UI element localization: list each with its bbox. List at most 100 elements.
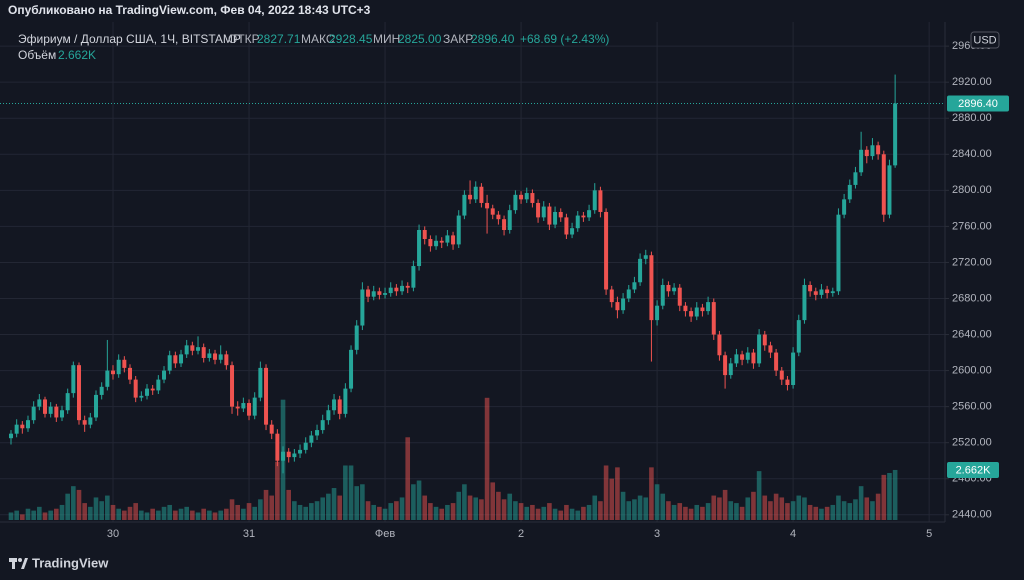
volume-bar [246,503,252,520]
candle-body [43,399,47,414]
candle-body [609,289,614,303]
volume-bar [683,506,688,520]
candle-body [315,430,320,436]
volume-bar [552,508,558,520]
volume-bar [535,508,541,520]
volume-bar [830,504,836,520]
volume-bar [484,397,490,520]
candle-body [462,194,467,216]
candle-body [37,399,42,407]
candle-body [615,302,620,311]
high-label: МАКС [301,32,335,46]
candle-body [677,287,682,306]
candle-body [723,355,728,376]
volume-bar [824,506,830,520]
candle-body [813,291,818,295]
candle-body [592,190,597,211]
volume-bar [445,504,450,520]
currency-box[interactable] [970,31,1000,49]
candle-body [473,186,478,200]
x-tick-label: 30 [107,528,119,540]
open-value: 2827.71 [257,32,301,46]
candle-body [337,399,342,414]
candle-body [383,293,388,295]
volume-bar [303,506,309,520]
axis-layer: 2440.002480.002520.002560.002600.002640.… [0,40,1009,540]
candle-body [587,210,592,218]
candle-body [264,367,269,425]
candle-body [139,395,144,398]
candle-body [241,403,246,409]
volume-bar [632,499,637,520]
volume-bar [224,508,229,520]
candle-body [25,420,30,429]
candle-body [150,388,155,391]
volume-bar [405,437,411,520]
candle-body [740,354,745,360]
volume-bar [354,486,360,520]
volume-bar [252,506,257,520]
candle-body [694,307,699,317]
volume-bar [819,508,824,520]
volume-bar [575,510,581,520]
brand-logo [9,558,28,569]
volume-bar [439,508,445,520]
candle-body [683,305,688,312]
logo-part [21,558,28,569]
volume-bar [620,491,626,520]
volume-bar [8,512,14,520]
volume-bar [660,493,666,520]
volume-bar [76,489,82,520]
currency[interactable]: USD [973,34,996,46]
candle-body [530,193,535,203]
volume-bar [37,506,42,520]
candle-body [791,352,796,386]
candle-body [235,406,240,409]
volume-bar [626,501,632,520]
volume-bar [700,506,705,520]
candle-body [422,229,427,240]
candle-body [128,367,133,380]
volume-bar [456,491,462,520]
candle-body [870,145,875,157]
volume-bar [875,493,881,520]
volume-bar [71,486,76,520]
candle-body [864,149,869,157]
volume-bar [297,504,303,520]
candle-body [485,202,490,209]
candle-body [887,165,892,215]
x-tick-label: 4 [790,528,796,540]
y-tick-label: 2680.00 [952,292,992,304]
candle-body [536,202,541,218]
volume-bar [150,508,155,520]
y-tick-label: 2600.00 [952,364,992,376]
candle-body [660,284,665,306]
candle-body [8,433,13,439]
y-tick-label: 2640.00 [952,328,992,340]
volume-bar [241,508,246,520]
candle-body [734,354,739,364]
volume-bar [887,473,892,520]
candle-body [122,359,127,368]
candle-body [105,370,110,387]
top-bar [0,0,1024,22]
symbol[interactable]: Эфириум / Доллар США, 1Ч, BITSTAMP [18,32,241,46]
volume-bar [473,497,479,520]
x-tick-label: 5 [926,528,932,540]
candle-body [156,379,161,391]
volume-bar [490,482,496,520]
volume-bar [110,504,116,520]
volume-bar [569,508,575,520]
candle-body [604,211,609,290]
published-note: Опубликовано на TradingView.com, Фев 04,… [8,3,371,17]
candle-body [303,442,308,450]
candle-body [258,367,263,398]
volume-bar [518,503,524,520]
candle-body [706,302,711,312]
volume-bar [275,461,280,520]
candle-body [632,282,637,290]
candle-body [519,194,524,200]
volume-bar [82,503,87,520]
volume-bar [609,478,615,520]
